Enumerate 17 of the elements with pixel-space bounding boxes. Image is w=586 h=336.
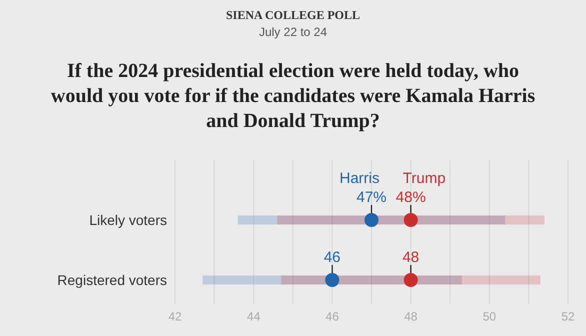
data-label: 48	[402, 249, 420, 266]
y-tick-label: Registered voters	[57, 272, 167, 288]
series-label: Trump	[402, 170, 446, 187]
text: SIENA COLLEGE POLL	[224, 8, 362, 23]
data-label: 48%	[396, 189, 426, 206]
x-tick-label: 44	[246, 310, 261, 324]
series-label: Harris	[340, 170, 380, 187]
x-tick-label: 48	[404, 310, 418, 324]
x-tick-label: 52	[561, 310, 575, 324]
x-tick-label: 46	[326, 310, 340, 324]
chart-title: If the 2024 presidential election were held today, who would you vote for if the candidates were Kamala Harris and Donald Trump?	[50, 59, 536, 134]
data-label: 46	[324, 249, 341, 266]
x-tick-label: 50	[482, 310, 496, 324]
data-label: 47%	[356, 189, 387, 206]
y-tick-label: Likely voters	[89, 212, 167, 228]
x-tick-label: 42	[168, 310, 182, 324]
chart-subtitle: July 22 to 24	[258, 25, 328, 39]
